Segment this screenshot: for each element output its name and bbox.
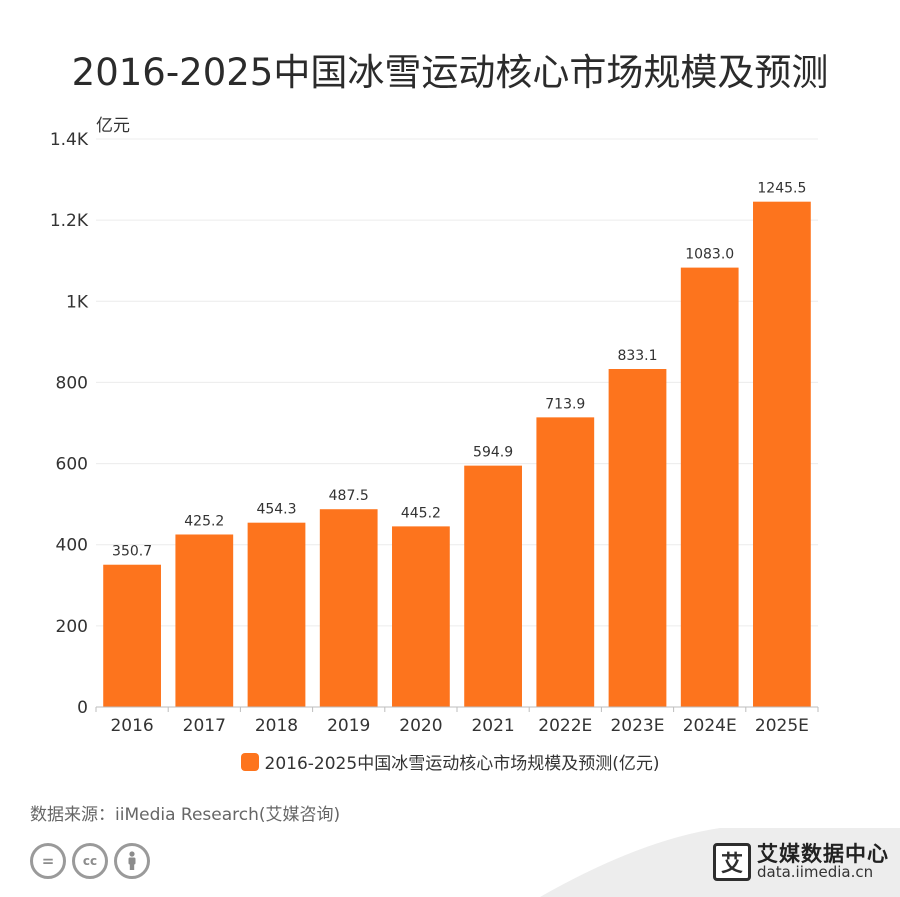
x-tick-label: 2022E <box>538 716 592 736</box>
equals-icon: = <box>30 843 66 879</box>
data-label: 1083.0 <box>685 247 734 263</box>
x-tick-label: 2020 <box>399 716 442 736</box>
data-label: 454.3 <box>256 502 296 518</box>
bar[interactable] <box>175 534 234 707</box>
data-label: 594.9 <box>473 445 513 461</box>
bar[interactable] <box>319 509 378 707</box>
bar[interactable] <box>536 417 595 707</box>
x-tick-label: 2021 <box>471 716 514 736</box>
x-tick-label: 2016 <box>110 716 153 736</box>
data-label: 425.2 <box>184 513 224 529</box>
y-tick-label: 600 <box>56 455 88 475</box>
y-tick-label: 1.4K <box>50 130 89 150</box>
bar[interactable] <box>247 522 306 707</box>
x-tick-label: 2024E <box>683 716 737 736</box>
y-tick-label: 1K <box>66 292 89 312</box>
source-note: 数据来源：iiMedia Research(艾媒咨询) <box>30 805 341 825</box>
chart-title: 2016-2025中国冰雪运动核心市场规模及预测 <box>71 51 829 94</box>
data-label: 1245.5 <box>757 181 806 197</box>
data-label: 833.1 <box>617 348 657 364</box>
x-tick-label: 2023E <box>610 716 664 736</box>
y-tick-label: 800 <box>56 373 88 393</box>
x-tick-label: 2018 <box>255 716 298 736</box>
x-tick-label: 2025E <box>755 716 809 736</box>
y-axis-unit-label: 亿元 <box>96 116 130 136</box>
y-tick-label: 1.2K <box>50 211 89 231</box>
brand-name: 艾媒数据中心 <box>757 842 889 867</box>
y-tick-label: 200 <box>56 617 88 637</box>
x-tick-label: 2017 <box>183 716 226 736</box>
data-label: 445.2 <box>401 505 441 521</box>
bar[interactable] <box>680 267 739 707</box>
bar[interactable] <box>392 526 450 707</box>
data-label: 350.7 <box>112 544 152 560</box>
bar[interactable] <box>103 564 161 707</box>
person-icon <box>114 843 150 879</box>
x-axis: 2016 2017 2018 2019 2020 2021 2022E 2023E 2024E 2… <box>95 706 819 736</box>
brand-url: data.iimedia.cn <box>757 863 874 882</box>
y-tick-label: 400 <box>56 536 88 556</box>
y-axis-ticks: 0 200 400 600 800 1K 1.2K 1.4K <box>50 130 89 718</box>
data-label: 487.5 <box>329 488 369 504</box>
y-tick-label: 0 <box>77 698 88 718</box>
legend-swatch <box>240 752 259 771</box>
brand-mark: 艾 <box>713 843 751 881</box>
data-label: 713.9 <box>545 396 585 412</box>
license-icons: = cc <box>30 843 150 879</box>
legend[interactable]: 2016-2025中国冰雪运动核心市场规模及预测(亿元) <box>0 749 900 774</box>
bar[interactable] <box>608 368 667 707</box>
brand-logo: 艾 艾媒数据中心 data.iimedia.cn <box>713 843 889 881</box>
cc-icon: cc <box>72 843 108 879</box>
bar[interactable] <box>753 201 811 707</box>
bar[interactable] <box>464 465 522 707</box>
legend-label: 2016-2025中国冰雪运动核心市场规模及预测(亿元) <box>264 754 660 774</box>
bars: 350.7 425.2 454.3 487.5 445.2 594.9 713.9 833.1… <box>103 181 811 707</box>
x-tick-label: 2019 <box>327 716 370 736</box>
